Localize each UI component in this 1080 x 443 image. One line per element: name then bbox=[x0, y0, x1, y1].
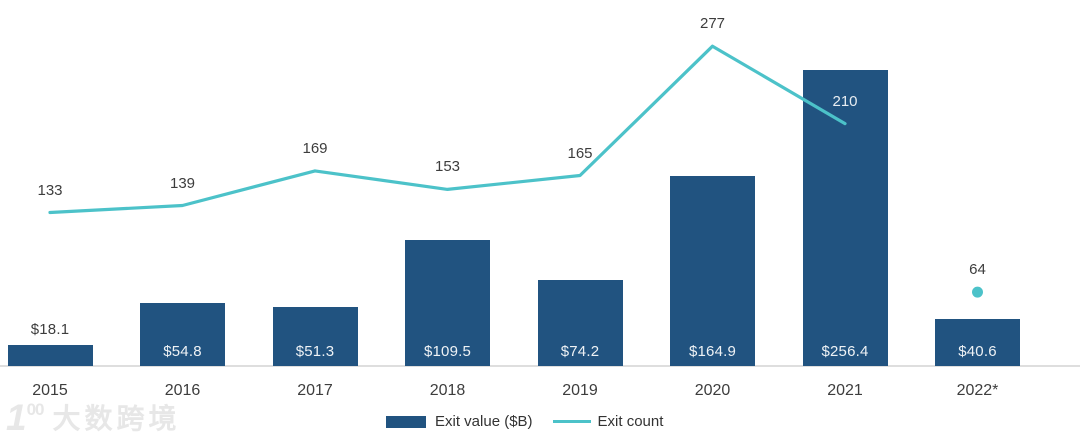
count-label-2022*: 64 bbox=[969, 261, 986, 279]
watermark-text: 大数跨境 bbox=[52, 403, 181, 434]
legend-bar-swatch bbox=[386, 415, 426, 428]
x-axis-label-2021: 2021 bbox=[827, 382, 863, 399]
watermark-logo-icon: 1 bbox=[6, 397, 27, 438]
x-axis-label-2019: 2019 bbox=[562, 382, 598, 399]
value-label-2020: $164.9 bbox=[688, 343, 737, 360]
bar-2019 bbox=[537, 280, 623, 366]
legend-label-exit-value: Exit value ($B) bbox=[435, 413, 533, 430]
legend-line-swatch bbox=[552, 420, 591, 423]
legend-label-exit-count: Exit count bbox=[597, 413, 664, 430]
x-axis-label-2020: 2020 bbox=[694, 382, 731, 399]
x-axis-label-2022*: 2022* bbox=[956, 382, 999, 399]
value-label-2022*: $40.6 bbox=[958, 343, 997, 360]
count-label-2019: 165 bbox=[567, 144, 593, 162]
count-label-2020: 277 bbox=[699, 15, 726, 33]
value-label-2017: $51.3 bbox=[295, 343, 335, 360]
count-label-2016: 139 bbox=[169, 174, 196, 192]
x-axis-label-2018: 2018 bbox=[429, 382, 466, 399]
bar-2018 bbox=[405, 239, 490, 366]
count-label-2018: 153 bbox=[434, 158, 461, 176]
value-label-2015: $18.1 bbox=[30, 321, 70, 339]
count-label-2021: 210 bbox=[832, 92, 858, 110]
x-axis-label-2017: 2017 bbox=[297, 382, 333, 399]
bar-2022* bbox=[935, 319, 1020, 366]
watermark: 1 00 大数跨境 bbox=[6, 399, 181, 436]
count-label-2015: 133 bbox=[37, 181, 63, 199]
value-label-2018: $109.5 bbox=[423, 343, 472, 360]
watermark-logo-sup: 00 bbox=[26, 400, 45, 419]
bar-2015 bbox=[7, 345, 93, 366]
value-label-2019: $74.2 bbox=[560, 343, 600, 360]
bar-2020 bbox=[670, 175, 755, 366]
x-axis-line bbox=[0, 365, 1080, 367]
bar-2017 bbox=[272, 306, 358, 366]
value-label-2016: $54.8 bbox=[163, 343, 202, 360]
bar-2016 bbox=[140, 302, 225, 366]
x-axis-label-2016: 2016 bbox=[164, 382, 201, 399]
legend: Exit value ($B) Exit count bbox=[386, 413, 663, 430]
bar-2021 bbox=[802, 70, 888, 366]
count-label-2017: 169 bbox=[302, 139, 328, 157]
value-label-2021: $256.4 bbox=[821, 343, 869, 360]
x-axis-label-2015: 2015 bbox=[32, 382, 68, 399]
exit-count-point-2022 bbox=[972, 286, 983, 298]
